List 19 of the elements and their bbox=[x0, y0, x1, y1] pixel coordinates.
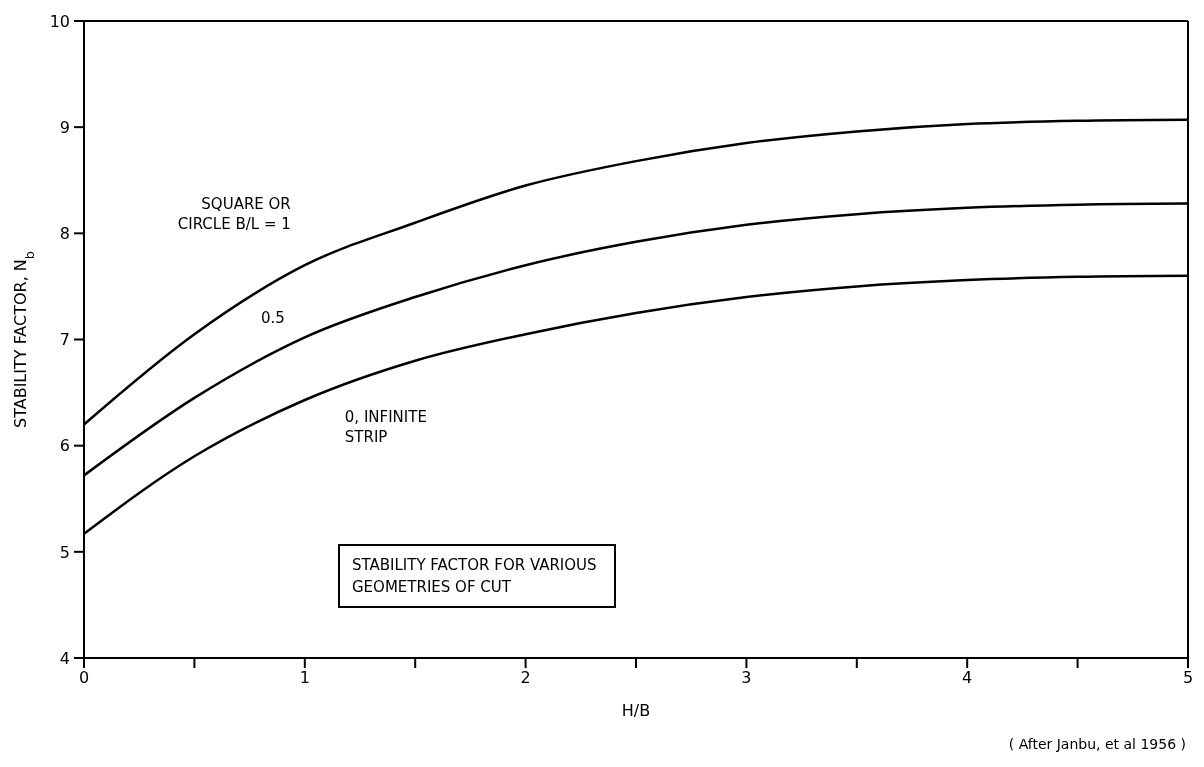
y-tick-label: 9 bbox=[59, 117, 70, 137]
x-tick-label: 0 bbox=[78, 668, 90, 688]
x-axis-title: H/B bbox=[621, 701, 651, 720]
series-label: 0, INFINITE STRIP bbox=[344, 408, 427, 447]
y-tick-label: 4 bbox=[59, 648, 70, 668]
x-tick-label: 1 bbox=[299, 668, 310, 688]
x-tick-label: 3 bbox=[741, 668, 752, 688]
y-tick-label: 10 bbox=[49, 11, 70, 31]
series-label: 0.5 bbox=[260, 309, 285, 328]
text: SQUARE OR CIRCLE B/L = 1 bbox=[177, 195, 291, 234]
x-tick-label: 4 bbox=[962, 668, 973, 688]
text: ( After Janbu, et al 1956 ) bbox=[1008, 736, 1186, 752]
x-tick-label: 2 bbox=[520, 668, 531, 688]
y-tick-label: 5 bbox=[59, 542, 70, 562]
y-tick-label: 7 bbox=[59, 330, 70, 350]
annotation: STABILITY FACTOR FOR VARIOUS GEOMETRIES OF CUT bbox=[338, 544, 616, 608]
x-tick-label: 5 bbox=[1182, 668, 1194, 688]
y-tick-label: 8 bbox=[59, 224, 70, 244]
y-tick-label: 6 bbox=[59, 436, 70, 456]
